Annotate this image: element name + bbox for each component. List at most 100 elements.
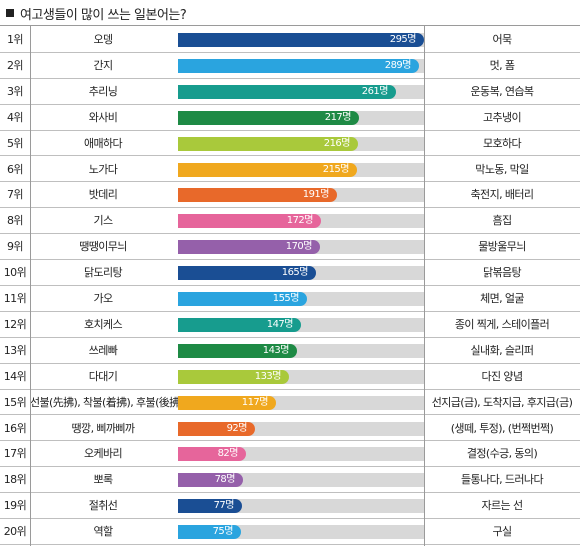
bar — [178, 110, 359, 125]
bar-value-label: 117명 — [241, 396, 269, 408]
bar — [178, 317, 301, 332]
table-row: 13위 쓰레빠 143명 실내화, 슬리퍼 — [0, 338, 580, 364]
bar — [178, 214, 321, 229]
rank-label: 9위 — [6, 240, 24, 254]
bar — [178, 473, 243, 488]
rank-label: 19위 — [3, 499, 27, 513]
rank-label: 3위 — [6, 84, 24, 98]
table-row: 11위 가오 155명 체면, 얼굴 — [0, 286, 580, 312]
row-divider — [0, 440, 580, 442]
rank-label: 10위 — [3, 266, 27, 280]
table-row: 3위 추리닝 261명 운동복, 연습복 — [0, 79, 580, 105]
row-divider — [0, 129, 580, 131]
bar — [178, 136, 358, 151]
row-divider — [0, 284, 580, 286]
table-row: 2위 간지 289명 멋, 폼 — [0, 53, 580, 79]
rank-label: 11위 — [3, 292, 27, 305]
bar — [178, 292, 307, 306]
bar-value-label: 143명 — [262, 344, 290, 356]
meaning-label: 물방울무늬 — [478, 240, 526, 254]
bar-value-label: 191명 — [302, 189, 330, 201]
rank-label: 20위 — [3, 525, 27, 539]
bar-value-label: 77명 — [213, 500, 235, 512]
meaning-label: 닭볶음탕 — [482, 266, 522, 280]
rank-label: 1위 — [6, 33, 24, 46]
row-divider — [0, 518, 580, 520]
term-label: 땡깡, 삐까삐까 — [71, 421, 136, 435]
meaning-label: 막노동, 막일 — [475, 162, 529, 176]
term-label: 호치케스 — [83, 317, 123, 331]
bar-value-label: 133명 — [254, 370, 282, 382]
table-row: 20위 역할 75명 구실 — [0, 519, 580, 545]
bar — [178, 188, 337, 203]
meaning-label: 멋, 폼 — [489, 58, 515, 72]
term-label: 오뎅 — [93, 33, 113, 46]
bar — [178, 499, 242, 514]
bar-value-label: 289명 — [384, 59, 412, 71]
term-label: 절취선 — [88, 499, 118, 513]
row-divider — [0, 103, 580, 105]
term-label: 와사비 — [88, 110, 118, 124]
rank-label: 12위 — [3, 317, 27, 331]
row-divider — [0, 543, 580, 545]
term-label: 선불(先拂), 착불(着拂), 후불(後拂) — [30, 395, 184, 409]
term-label: 쓰레빠 — [88, 343, 118, 357]
bar — [178, 369, 289, 384]
table-row: 7위 밧데리 191명 축전지, 배터리 — [0, 182, 580, 209]
bar — [178, 421, 255, 436]
bar — [178, 240, 320, 255]
bar-value-label: 155명 — [272, 293, 300, 304]
row-divider — [0, 414, 580, 416]
term-label: 기스 — [93, 214, 113, 228]
meaning-label: 모호하다 — [482, 136, 522, 150]
table-row: 15위 선불(先拂), 착불(着拂), 후불(後拂) 117명 선지급(금), 도착지… — [0, 390, 580, 416]
bar-value-label: 82명 — [217, 448, 239, 460]
row-divider — [0, 77, 580, 79]
meaning-label: 종이 찍게, 스테이플러 — [454, 317, 550, 331]
meaning-label: 축전지, 배터리 — [470, 188, 535, 202]
bar — [178, 525, 241, 540]
row-divider — [0, 233, 580, 235]
rank-label: 13위 — [3, 343, 27, 357]
term-label: 가오 — [93, 292, 113, 305]
bar — [178, 395, 276, 410]
table-row: 12위 호치케스 147명 종이 찍게, 스테이플러 — [0, 312, 580, 338]
row-divider — [0, 155, 580, 157]
meaning-label: 흠집 — [492, 214, 512, 228]
row-divider — [0, 310, 580, 312]
table-row: 16위 땡깡, 삐까삐까 92명 (생떼, 투정), (번쩍번쩍) — [0, 416, 580, 442]
bar — [178, 162, 357, 177]
table-row: 19위 절취선 77명 자르는 선 — [0, 493, 580, 520]
table-row: 5위 애매하다 216명 모호하다 — [0, 131, 580, 157]
rank-label: 17위 — [3, 447, 27, 461]
row-divider — [0, 388, 580, 390]
table-row: 18위 뽀록 78명 들통나다, 드러나다 — [0, 467, 580, 494]
table-row: 17위 오케바리 82명 결정(수긍, 동의) — [0, 441, 580, 468]
chart-title-row: 여고생들이 많이 쓰는 일본어는? — [2, 3, 187, 23]
rank-label: 5위 — [6, 136, 24, 150]
bar-value-label: 92명 — [226, 422, 248, 434]
meaning-label: 실내화, 슬리퍼 — [470, 343, 535, 357]
table-row: 9위 땡땡이무늬 170명 물방울무늬 — [0, 234, 580, 261]
term-label: 밧데리 — [88, 188, 118, 202]
meaning-label: 구실 — [492, 525, 512, 539]
meaning-label: (생떼, 투정), (번쩍번쩍) — [450, 421, 554, 435]
meaning-label: 자르는 선 — [481, 499, 524, 513]
table-row: 10위 닭도리탕 165명 닭볶음탕 — [0, 260, 580, 286]
bar — [178, 84, 396, 99]
rank-label: 6위 — [6, 162, 24, 176]
rank-label: 18위 — [3, 473, 27, 487]
bar — [178, 58, 419, 73]
rank-label: 15위 — [3, 395, 27, 409]
term-label: 노가다 — [88, 162, 118, 176]
term-label: 역할 — [93, 525, 113, 539]
rank-label: 4위 — [6, 110, 24, 124]
bar-value-label: 216명 — [323, 137, 351, 149]
bar — [178, 447, 246, 462]
meaning-label: 결정(수긍, 동의) — [466, 447, 538, 461]
row-divider — [0, 259, 580, 261]
bar-value-label: 147명 — [266, 318, 294, 330]
term-label: 추리닝 — [88, 84, 118, 98]
table-row: 1위 오뎅 295명 어묵 — [0, 27, 580, 53]
term-label: 다대기 — [88, 369, 118, 383]
